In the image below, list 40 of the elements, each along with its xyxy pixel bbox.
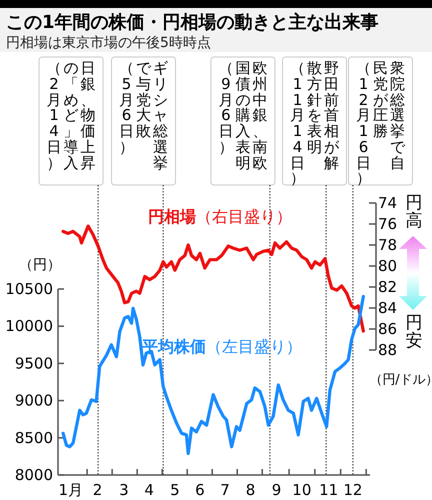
y2-tick-label: 84 xyxy=(378,299,398,317)
x-tick-label: 10 xyxy=(292,481,312,499)
y-tick-label: 10500 xyxy=(5,280,53,298)
y-tick-label: 8500 xyxy=(14,428,53,447)
x-tick-label: 8 xyxy=(246,481,256,499)
text: 欧州中銀、南欧国債の購入表明（9月6日） xyxy=(218,59,268,172)
x-tick-label: 3 xyxy=(119,481,129,499)
chart-title: この1年間の株価・円相場の動きと主な出来事 xyxy=(6,12,379,33)
y2-tick-label: 78 xyxy=(378,236,398,254)
y2-tick-label: 80 xyxy=(378,257,398,275)
x-tick-label: 12 xyxy=(343,481,362,499)
y2-tick-label: 88 xyxy=(378,341,398,359)
chart-subtitle: 円相場は東京市場の午後5時時点 xyxy=(6,35,211,51)
line-series xyxy=(62,224,365,333)
x-tick-label: 9 xyxy=(272,481,282,499)
y-tick-label: 9500 xyxy=(14,354,53,372)
text: 円高 xyxy=(406,193,422,233)
y2-tick-label: 76 xyxy=(378,215,398,233)
text: 日銀、物価上昇の「めど」導入（2月14日） xyxy=(46,59,96,172)
x-tick-label: 6 xyxy=(195,481,205,499)
text: 野田前首相が解散方針を表明（11月14日） xyxy=(290,59,339,188)
x-tick-label: 11 xyxy=(319,481,338,499)
text: 円安 xyxy=(406,313,422,353)
y2-axis-title: （円/ドル） xyxy=(369,372,432,388)
line-series xyxy=(62,294,365,456)
x-tick-label: 7 xyxy=(220,481,230,499)
x-tick-label: 2 xyxy=(92,481,102,499)
y-tick-label: 9000 xyxy=(14,392,53,410)
y2-tick-label: 74 xyxy=(378,194,398,212)
text: 衆院総選挙で自民党が圧勝（12月16日） xyxy=(356,59,405,188)
y2-tick-label: 86 xyxy=(378,320,398,338)
y-tick-label: 10000 xyxy=(5,317,53,336)
x-tick-label: 5 xyxy=(170,481,180,499)
y-axis-title: （円） xyxy=(19,257,61,273)
text: ギリシャ総選挙で与党大敗（5月6日） xyxy=(119,59,168,172)
x-tick-label: 1月 xyxy=(58,481,84,499)
y2-tick-label: 82 xyxy=(378,278,398,296)
x-tick-label: 4 xyxy=(144,481,154,499)
series-label: 円相場（右目盛り） xyxy=(148,207,292,226)
y-tick-label: 8000 xyxy=(14,466,53,484)
